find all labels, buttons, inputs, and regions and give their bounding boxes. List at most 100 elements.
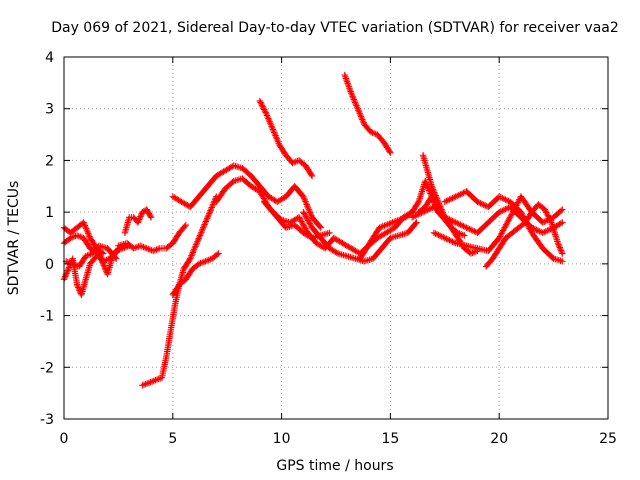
data-point (452, 219, 459, 226)
y-tick-label: 3 (45, 102, 54, 118)
data-point (85, 231, 93, 239)
data-point (300, 210, 308, 217)
data-point (81, 220, 88, 228)
data-point (304, 215, 311, 223)
data-point (300, 208, 307, 216)
data-point (258, 100, 265, 108)
series-track-15 (356, 177, 455, 262)
data-point (300, 222, 307, 229)
data-point (198, 229, 205, 236)
data-point (499, 227, 507, 234)
data-point (513, 200, 521, 208)
data-point (468, 226, 475, 234)
data-point (62, 273, 69, 280)
data-point (205, 212, 212, 219)
data-point (196, 232, 204, 239)
data-point (269, 124, 276, 132)
series-track-12 (341, 71, 394, 156)
data-point (432, 202, 439, 210)
data-point (559, 206, 566, 213)
series-track-14 (300, 208, 420, 265)
data-point (541, 228, 548, 236)
data-point (447, 237, 455, 245)
data-point (256, 97, 264, 105)
data-point (511, 205, 518, 212)
data-point (359, 117, 367, 125)
data-point (480, 201, 487, 208)
data-point (194, 236, 202, 244)
series-track-10 (213, 175, 333, 242)
data-point (433, 204, 440, 211)
data-point (112, 254, 119, 261)
data-point (181, 223, 188, 230)
data-point (449, 217, 456, 225)
y-tick-label: 2 (45, 153, 54, 169)
data-point (454, 192, 461, 200)
y-tick-label: -1 (40, 309, 54, 325)
data-point (147, 212, 154, 220)
data-point (433, 231, 441, 238)
data-point (63, 268, 71, 276)
data-point (182, 221, 190, 229)
data-point (84, 230, 92, 237)
x-tick-label: 10 (273, 431, 291, 447)
y-axis-label: SDTVAR / TECUs (6, 181, 22, 296)
data-point (267, 121, 275, 128)
data-point (265, 115, 272, 122)
series-track-8 (169, 250, 222, 299)
data-point (256, 188, 264, 195)
data-point (496, 234, 503, 242)
data-point (555, 241, 562, 248)
series-track-18 (441, 188, 566, 265)
data-point (474, 198, 481, 205)
series-track-6 (121, 206, 155, 237)
data-point (298, 218, 305, 225)
data-point (357, 113, 365, 120)
data-point (502, 222, 509, 230)
data-point (497, 208, 504, 215)
data-point (271, 129, 278, 136)
data-point (213, 251, 221, 258)
data-point (194, 238, 201, 245)
data-point (507, 212, 515, 220)
data-point (460, 222, 467, 230)
data-point (547, 215, 554, 222)
data-point (455, 191, 462, 199)
data-point (259, 193, 267, 201)
data-point (504, 218, 511, 225)
data-point (441, 234, 448, 242)
series-track-11 (256, 97, 316, 180)
data-point (499, 207, 506, 214)
y-tick-label: 4 (45, 50, 54, 66)
data-point (435, 231, 442, 239)
x-tick-label: 25 (599, 431, 617, 447)
data-point (357, 111, 364, 119)
data-point (353, 102, 360, 109)
data-point (195, 235, 202, 242)
data-point (412, 212, 419, 220)
data-point (526, 225, 533, 232)
data-point (61, 274, 68, 282)
data-point (509, 208, 517, 215)
data-point (359, 116, 366, 123)
data-point (356, 110, 363, 117)
data-point (500, 195, 508, 203)
data-point (207, 205, 215, 213)
data-point (82, 223, 89, 231)
data-point (443, 197, 450, 205)
data-point (477, 200, 484, 207)
data-point (433, 205, 441, 213)
series-track-7 (139, 193, 220, 389)
data-point (263, 112, 271, 119)
data-point (506, 214, 514, 221)
data-point (301, 211, 309, 219)
data-point (199, 226, 206, 233)
data-point (478, 200, 486, 208)
data-point (270, 127, 277, 135)
data-point (429, 196, 437, 203)
data-point (432, 192, 439, 199)
data-point (272, 133, 280, 141)
data-point (97, 254, 104, 262)
data-point (299, 221, 307, 228)
